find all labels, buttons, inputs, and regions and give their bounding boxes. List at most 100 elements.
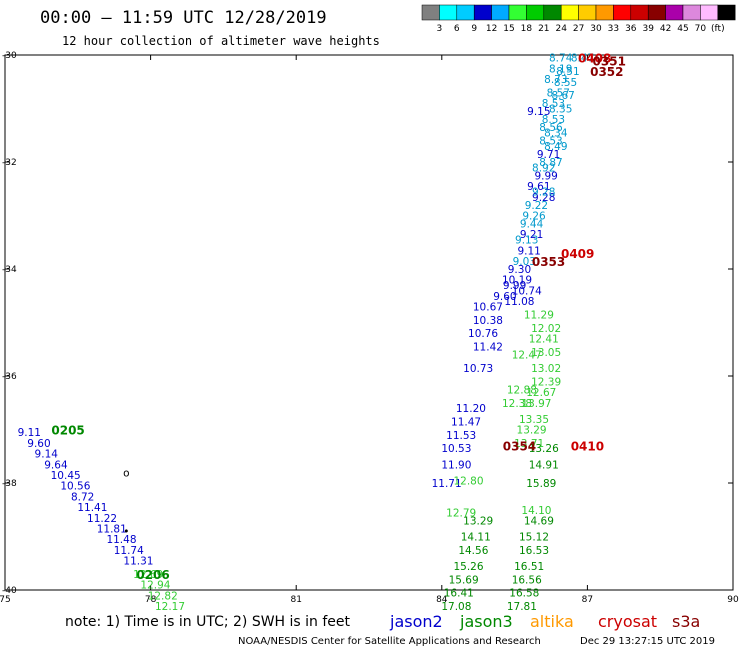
data-point-jason2: 9.99: [534, 170, 557, 182]
time-label: 0409: [561, 247, 594, 261]
data-point-jason3-light: 13.05: [531, 347, 561, 359]
colorbar-swatch: [543, 4, 562, 21]
time-label: 0352: [590, 65, 623, 79]
data-point-jason3: 14.56: [458, 545, 488, 557]
data-point-jason2: 11.90: [441, 459, 471, 471]
time-label: 0410: [571, 440, 604, 454]
y-tick-label: -30: [2, 51, 17, 61]
data-point-cryosat-light: 8.92: [532, 162, 555, 174]
colorbar-swatch: [508, 4, 527, 21]
colorbar-label: 15: [503, 24, 514, 34]
footer-credit: NOAA/NESDIS Center for Satellite Applica…: [238, 636, 541, 647]
x-tick-label: 81: [290, 595, 301, 605]
data-point-jason2: 8.72: [71, 491, 94, 503]
data-point-jason3-light: 12.80: [453, 475, 483, 487]
x-tick-label: 75: [0, 595, 11, 605]
time-label: 0351: [593, 54, 626, 68]
time-label: 0206: [136, 568, 169, 582]
colorbar-label: 45: [677, 24, 688, 34]
data-point-jason2: 10.56: [60, 481, 90, 493]
data-point-cryosat-light: 8.53: [542, 98, 565, 110]
data-point-jason3: 17.81: [507, 601, 537, 613]
data-point-jason3-light: 12.88: [507, 384, 537, 396]
data-point-jason3: 14.69: [524, 515, 554, 527]
data-point-cryosat-light: 8.35: [549, 104, 572, 116]
data-point-jason2: 11.31: [123, 556, 153, 568]
axis-ticks: 75 78 81 84 87 90 -30 -32 -34 -36 -38 -40: [0, 51, 739, 605]
data-point-cryosat-light: 8.47: [571, 53, 594, 65]
data-point-jason3: 15.69: [449, 574, 479, 586]
data-point-jason2: 9.99: [503, 280, 526, 292]
footer-note: note: 1) Time is in UTC; 2) SWH is in fe…: [65, 614, 351, 630]
data-point-cryosat-light: 8.34: [544, 128, 568, 140]
data-point-jason2: 9.61: [527, 181, 550, 193]
data-point-jason2: 10.45: [51, 470, 81, 482]
colorbar-label: 24: [555, 24, 567, 34]
time-label: 0354: [503, 440, 536, 454]
x-tick-label: 87: [582, 595, 593, 605]
colorbar-label: 39: [642, 24, 654, 34]
legend-jason3: jason3: [459, 612, 513, 631]
data-point-jason3: 16.41: [444, 588, 474, 600]
y-tick-label: -36: [2, 372, 17, 382]
data-point-jason2: 11.22: [87, 513, 117, 525]
data-point-jason3-light: 12.69: [133, 569, 163, 581]
data-point-jason3: 17.08: [441, 601, 471, 613]
data-point-jason3: 14.91: [529, 459, 559, 471]
data-point-jason2: 11.81: [97, 523, 127, 535]
colorbar-swatch: [647, 4, 666, 21]
data-point-cryosat-light: 8.67: [551, 90, 574, 102]
data-point-jason3-light: 13.97: [521, 398, 551, 410]
data-point-jason2: 11.20: [456, 403, 486, 415]
data-point-jason2: 11.71: [432, 478, 462, 490]
data-point-jason2: 11.41: [77, 502, 107, 514]
data-point-jason2: 10.76: [468, 328, 498, 340]
data-point-cryosat-light: 9.22: [525, 200, 548, 212]
data-point-cryosat-light: 9.03: [513, 256, 536, 268]
colorbar-swatch: [560, 4, 579, 21]
data-point-cryosat-light: 9.26: [522, 211, 546, 223]
data-point-jason2: 11.48: [106, 534, 136, 546]
data-point-jason2: 9.64: [44, 459, 68, 471]
colorbar-label: 12: [486, 24, 497, 34]
colorbar-label: 27: [573, 24, 584, 34]
data-point-jason2: 11.47: [451, 416, 481, 428]
colorbar: 3 6 9 12 15 18 21 24 27 30 33 36 39 42 45 70 (ft): [421, 4, 736, 34]
colorbar-swatch: [439, 4, 458, 21]
data-point-jason3-light: 12.82: [148, 590, 178, 602]
data-point-cryosat-light: 8.56: [539, 122, 563, 134]
data-point-jason2: 9.30: [508, 264, 531, 276]
y-tick-label: -38: [2, 479, 17, 489]
colorbar-label: 9: [471, 24, 477, 34]
data-point-jason3-light: 12.02: [531, 323, 561, 335]
data-point-jason2: 10.38: [473, 315, 503, 327]
y-tick-label: -34: [2, 265, 17, 275]
data-point-jason3-light: 11.29: [524, 309, 554, 321]
data-point-cryosat-light: 8.53: [539, 136, 562, 148]
data-point-markers: •: [123, 526, 129, 538]
data-point-jason2: 9.11: [517, 245, 540, 257]
plot-frame: [4, 54, 734, 591]
data-point-jason3-light: 13.02: [531, 363, 561, 375]
data-point-jason3-light: 12.47: [512, 350, 542, 362]
colorbar-label: 3: [437, 24, 443, 34]
data-point-jason2: 11.74: [114, 545, 144, 557]
colorbar-label: 30: [590, 24, 602, 34]
x-tick-label: 84: [436, 595, 448, 605]
footer-timestamp: Dec 29 13:27:15 UTC 2019: [580, 636, 715, 647]
colorbar-label: 42: [660, 24, 671, 34]
satellite-legend: jason2 jason3 altika cryosat s3a: [389, 612, 700, 631]
colorbar-swatch: [682, 4, 701, 21]
legend-altika: altika: [530, 612, 574, 631]
legend-cryosat: cryosat: [598, 612, 657, 631]
time-label: 0408: [578, 52, 611, 66]
colorbar-label: 36: [625, 24, 637, 34]
data-point-jason3-light: 12.94: [140, 580, 170, 592]
time-label: 0205: [51, 424, 84, 438]
colorbar-swatch: [630, 4, 649, 21]
x-tick-label: 90: [727, 595, 739, 605]
data-point-jason3: 16.58: [509, 588, 539, 600]
data-point-jason2: 9.14: [35, 449, 59, 461]
chart-title: 00:00 – 11:59 UTC 12/28/2019: [40, 8, 327, 28]
data-points: 9.119.609.149.6410.4510.568.7211.4111.22…: [18, 53, 595, 613]
